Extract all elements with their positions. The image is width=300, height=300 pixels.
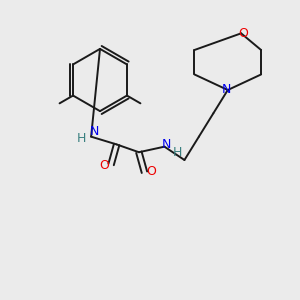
Text: N: N <box>222 83 231 97</box>
Text: H: H <box>173 146 182 159</box>
Text: N: N <box>90 124 99 138</box>
Text: O: O <box>100 159 110 172</box>
Text: O: O <box>238 27 248 40</box>
Text: O: O <box>146 165 156 178</box>
Text: H: H <box>76 132 86 146</box>
Text: N: N <box>162 138 171 151</box>
